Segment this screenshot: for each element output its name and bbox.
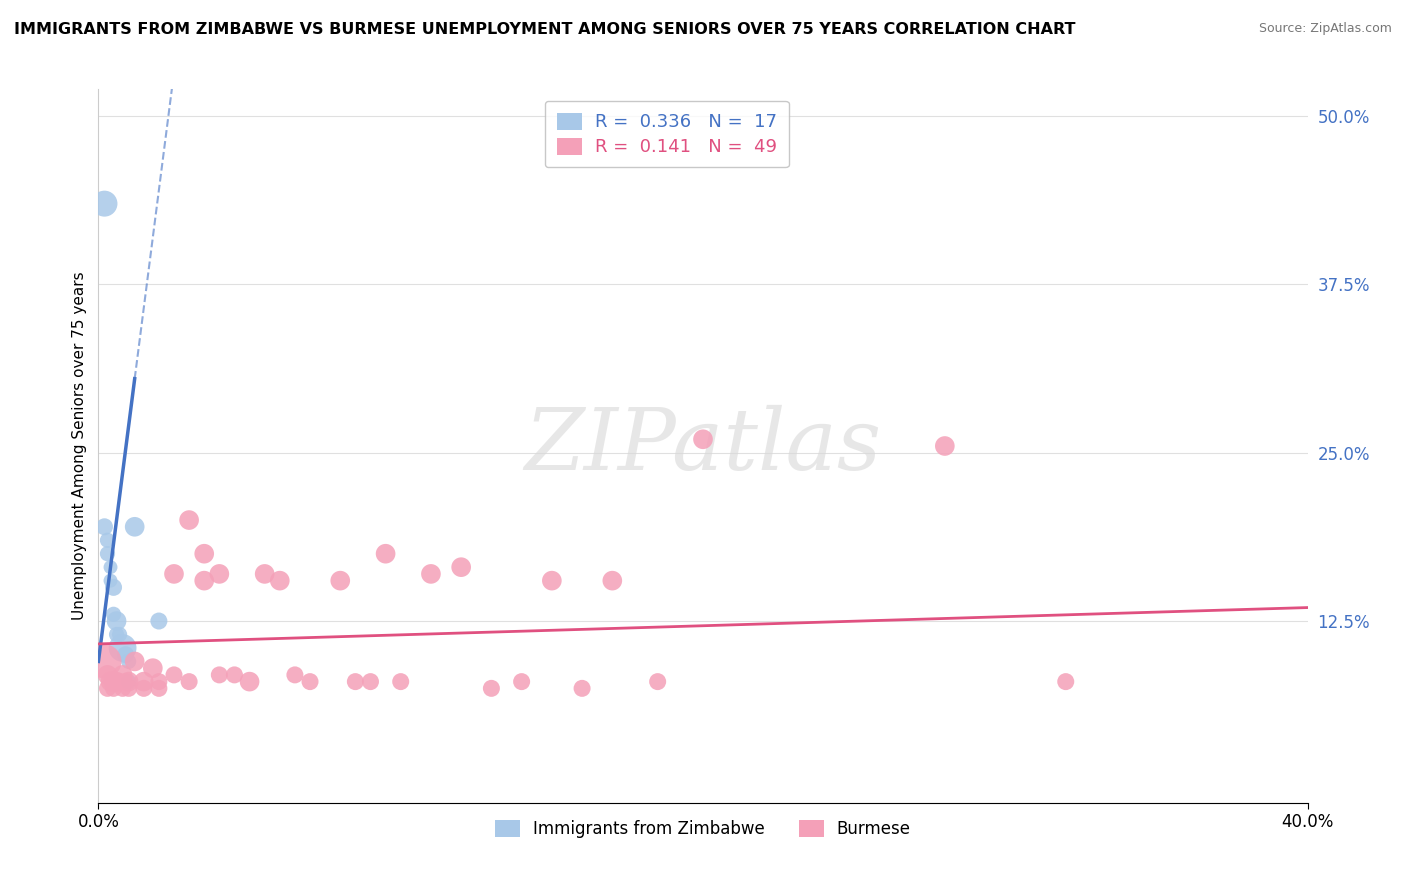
Point [96,681,118,696]
Point [1054,674,1077,689]
Point [93,655,115,669]
Point [481,681,503,696]
Point [108,627,131,641]
Point [103,681,125,696]
Point [118,674,141,689]
Point [103,607,125,622]
Point [239,674,262,689]
Point [934,439,956,453]
Point [450,560,472,574]
Point [93,520,115,534]
Point [100,574,122,588]
Point [540,574,562,588]
Point [105,627,128,641]
Point [111,640,134,655]
Point [111,681,134,696]
Text: Source: ZipAtlas.com: Source: ZipAtlas.com [1258,22,1392,36]
Point [374,547,396,561]
Point [114,674,136,689]
Point [124,520,146,534]
Point [93,196,115,211]
Point [193,574,215,588]
Point [224,668,246,682]
Point [329,574,352,588]
Point [118,674,141,689]
Point [571,681,593,696]
Point [108,674,131,689]
Point [96,533,118,548]
Point [124,655,146,669]
Text: IMMIGRANTS FROM ZIMBABWE VS BURMESE UNEMPLOYMENT AMONG SENIORS OVER 75 YEARS COR: IMMIGRANTS FROM ZIMBABWE VS BURMESE UNEM… [14,22,1076,37]
Point [100,560,122,574]
Point [96,547,118,561]
Point [510,674,533,689]
Point [103,674,125,689]
Point [208,566,231,581]
Point [148,674,170,689]
Point [111,668,134,682]
Point [142,661,165,675]
Point [299,674,322,689]
Point [602,574,624,588]
Point [96,668,118,682]
Point [269,574,291,588]
Point [389,674,412,689]
Point [253,566,276,581]
Point [105,674,128,689]
Point [105,614,128,628]
Point [100,674,122,689]
Point [132,681,155,696]
Y-axis label: Unemployment Among Seniors over 75 years: Unemployment Among Seniors over 75 years [72,272,87,620]
Legend: Immigrants from Zimbabwe, Burmese: Immigrants from Zimbabwe, Burmese [488,813,918,845]
Point [103,580,125,594]
Point [118,681,141,696]
Point [114,648,136,662]
Point [647,674,669,689]
Point [284,668,307,682]
Point [344,674,367,689]
Point [179,674,201,689]
Point [208,668,231,682]
Point [420,566,443,581]
Point [163,668,186,682]
Text: ZIPatlas: ZIPatlas [524,405,882,487]
Point [148,681,170,696]
Point [148,614,170,628]
Point [118,655,141,669]
Point [193,547,215,561]
Point [179,513,201,527]
Point [692,432,714,446]
Point [360,674,382,689]
Point [163,566,186,581]
Point [132,674,155,689]
